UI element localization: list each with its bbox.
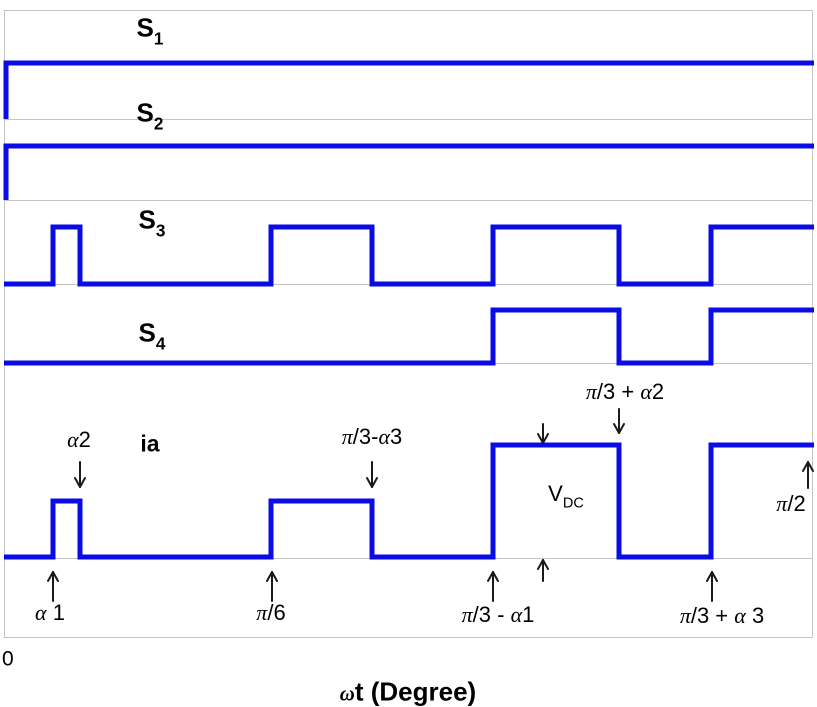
pi2-arrow xyxy=(802,461,814,489)
vdc-top-arrow xyxy=(537,423,549,444)
alpha2-arrow xyxy=(74,461,86,488)
pi3-minus-alpha3-arrow xyxy=(366,461,378,488)
pi6-arrow xyxy=(266,571,278,602)
waveform-ia xyxy=(4,442,814,560)
waveform-s3 xyxy=(4,224,814,287)
waveform-s1 xyxy=(3,60,814,119)
waveforms-layer xyxy=(3,60,814,560)
waveform-s4 xyxy=(4,307,814,366)
alpha1-arrow xyxy=(47,571,59,602)
plot-frame xyxy=(4,10,813,638)
annotation-arrows-layer xyxy=(47,408,814,602)
pi3-minus-alpha1-arrow xyxy=(487,571,499,602)
pi3-plus-alpha2-arrow xyxy=(613,408,625,434)
pi3-plus-alpha3-arrow xyxy=(706,571,718,602)
vdc-bottom-arrow xyxy=(537,559,549,582)
waveform-s2 xyxy=(3,143,814,200)
